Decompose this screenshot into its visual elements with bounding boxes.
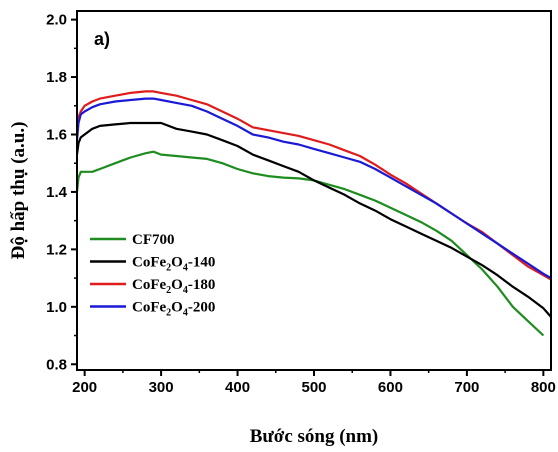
series-line-2 bbox=[75, 121, 552, 318]
legend-label: CoFe2O4-180 bbox=[132, 277, 215, 296]
legend-label: CoFe2O4-140 bbox=[132, 255, 215, 274]
tick-layer: 200 300 400 500 600 700 800 0.8 1.0 1.2 1.4 1.6 1.8 2… bbox=[46, 12, 556, 396]
y-tick-label: 0.8 bbox=[46, 356, 67, 373]
series-line-3 bbox=[75, 90, 552, 281]
y-tick-label: 1.2 bbox=[46, 241, 67, 258]
y-tick-label: 1.4 bbox=[46, 184, 68, 201]
x-axis-title: Bước sóng (nm) bbox=[250, 426, 379, 447]
x-tick-label: 500 bbox=[301, 379, 326, 396]
legend-label: CF700 bbox=[132, 232, 175, 248]
legend-label: CoFe2O4-200 bbox=[132, 300, 215, 319]
panel-label: a) bbox=[94, 29, 110, 49]
legend: CF700 CoFe2O4-140 CoFe2O4-180 CoFe2O4-200 bbox=[90, 232, 215, 319]
series-layer bbox=[75, 90, 552, 337]
series-line-4 bbox=[75, 97, 552, 280]
y-tick-label: 1.0 bbox=[46, 299, 67, 316]
y-tick-label: 1.8 bbox=[46, 69, 67, 86]
x-tick-label: 300 bbox=[149, 379, 174, 396]
x-tick-label: 700 bbox=[454, 379, 479, 396]
y-tick-label: 1.6 bbox=[46, 126, 67, 143]
x-tick-label: 200 bbox=[72, 379, 97, 396]
series-line-1 bbox=[75, 150, 545, 337]
plot-frame bbox=[76, 10, 552, 371]
y-tick-label: 2.0 bbox=[46, 12, 67, 29]
y-axis-title: Độ hấp thụ (a.u.) bbox=[8, 122, 29, 260]
x-tick-label: 800 bbox=[531, 379, 556, 396]
x-tick-label: 600 bbox=[378, 379, 403, 396]
x-tick-label: 400 bbox=[225, 379, 250, 396]
